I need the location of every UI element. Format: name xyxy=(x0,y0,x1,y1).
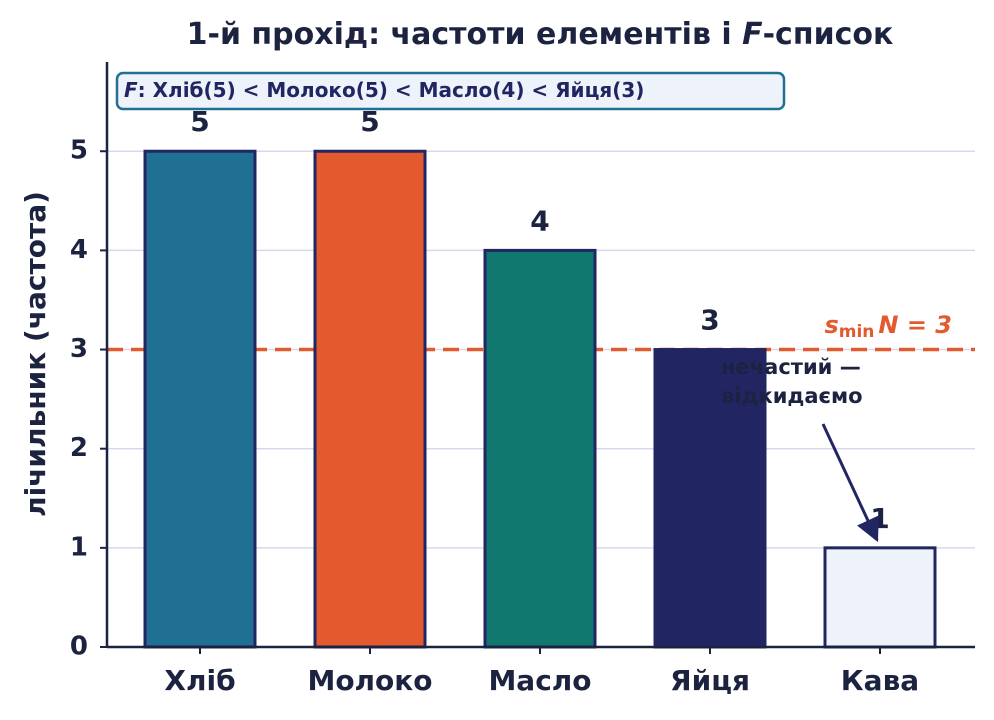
x-tick-label: Кава xyxy=(841,664,919,697)
y-tick-label: 3 xyxy=(70,334,88,364)
y-axis-label: лічильник (частота) xyxy=(19,191,52,517)
x-tick-label: Хліб xyxy=(164,664,235,697)
f-symbol: F xyxy=(124,78,138,102)
f-text: : Хліб(5) < Молоко(5) < Масло(4) < Яйця(… xyxy=(138,78,645,102)
title-part: 1-й прохід: частоти елементів і xyxy=(187,17,742,52)
y-tick-label: 0 xyxy=(70,632,88,662)
bar xyxy=(823,546,937,649)
y-tick-label: 4 xyxy=(70,235,88,265)
y-tick-label: 5 xyxy=(70,136,88,166)
f-list: F: Хліб(5) < Молоко(5) < Масло(4) < Яйця… xyxy=(124,78,644,102)
chart-title: 1-й прохід: частоти елементів і F-список xyxy=(187,17,894,52)
x-tick-label: Масло xyxy=(488,664,591,697)
y-tick-label: 2 xyxy=(70,433,88,463)
annotation-text: відкидаємо xyxy=(721,384,863,408)
threshold-label: smin N = 3 xyxy=(824,311,952,342)
f-list-box xyxy=(115,71,786,111)
title-part: F xyxy=(742,17,763,52)
threshold-subscript: min xyxy=(839,322,875,342)
data-label: 5 xyxy=(360,105,379,138)
data-label: 3 xyxy=(700,304,719,337)
title-part: -список xyxy=(763,17,894,52)
bar xyxy=(313,149,427,649)
x-tick-label: Яйця xyxy=(670,664,750,697)
bar xyxy=(483,248,597,649)
bar xyxy=(653,348,767,649)
y-tick-label: 1 xyxy=(70,532,88,562)
annotation-text: нечастий — xyxy=(721,355,861,379)
threshold-text: N = 3 xyxy=(878,311,952,339)
data-label: 5 xyxy=(190,105,209,138)
annotation-arrow xyxy=(821,423,879,543)
data-label: 4 xyxy=(530,204,549,237)
bar xyxy=(143,149,257,649)
x-tick-label: Молоко xyxy=(307,664,432,697)
threshold-symbol: s xyxy=(824,311,838,339)
